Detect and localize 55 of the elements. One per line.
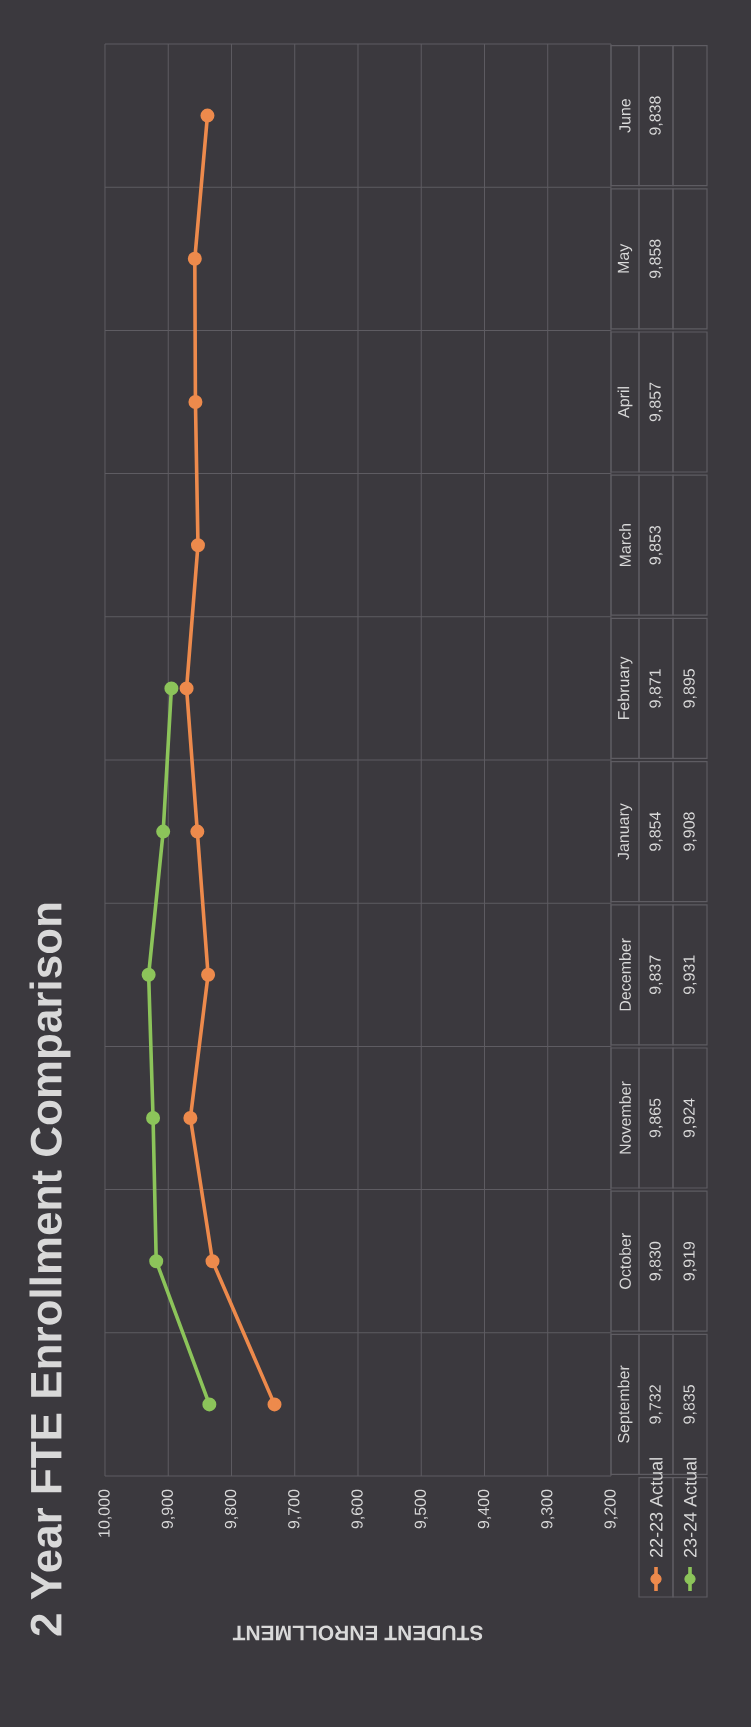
data-label: 9,838 (649, 96, 663, 135)
y-tick-label: January (617, 803, 633, 860)
point (156, 824, 171, 839)
data-label: 9,931 (683, 955, 697, 995)
y-tick-label: December (619, 938, 631, 1011)
data-label: 9,854 (649, 812, 663, 851)
data-label: 9,858 (649, 239, 663, 279)
data-label: 9,732 (649, 1385, 663, 1424)
point (183, 1110, 198, 1125)
y-tick-label: May (617, 243, 633, 273)
x-tick-label: 9,900 (161, 1489, 175, 1529)
point (146, 1110, 161, 1125)
text: 23-24 Actual (683, 1458, 697, 1558)
data-label: 9,871 (649, 669, 663, 708)
y-tick-label: June (619, 98, 631, 133)
data-label: 9,895 (683, 669, 697, 708)
point (205, 1254, 220, 1269)
text: 22-23 Actual (649, 1458, 663, 1558)
x-tick-label: 9,800 (224, 1489, 239, 1529)
point (188, 394, 203, 409)
data-label: 9,919 (683, 1241, 697, 1281)
x-tick-label: 9,500 (414, 1489, 428, 1529)
x-tick-label: 9,300 (541, 1489, 555, 1529)
y-tick-label: March (619, 523, 631, 567)
point (190, 538, 205, 553)
data-label: 9,835 (683, 1385, 697, 1424)
y-tick-label: October (619, 1233, 631, 1289)
x-tick-label: 9,400 (477, 1489, 492, 1529)
point (267, 1397, 282, 1412)
y-tick-label: April (617, 387, 633, 418)
x-tick-label: 9,700 (288, 1489, 302, 1529)
y-tick-label: February (617, 656, 633, 720)
x-axis-title: STUDENT ENROLLMENT (232, 1625, 483, 1641)
y-tick-label: September (617, 1365, 633, 1443)
point (201, 967, 216, 982)
x-tick-label: 9,600 (351, 1489, 365, 1529)
point (190, 824, 205, 839)
data-label: 9,830 (649, 1241, 663, 1281)
data-label: 9,865 (649, 1098, 663, 1138)
point (179, 681, 194, 696)
text: 2 Year FTE Enrollment Comparison (29, 903, 71, 1636)
point (149, 1254, 164, 1269)
point (202, 1397, 217, 1412)
data-label: 9,924 (683, 1098, 697, 1138)
data-label: 9,908 (683, 812, 697, 851)
y-tick-label: November (619, 1081, 631, 1154)
data-label: 9,837 (649, 955, 663, 995)
x-tick-label: 10,000 (98, 1489, 112, 1537)
point (164, 681, 179, 696)
point (200, 108, 215, 123)
data-label: 9,857 (649, 382, 663, 422)
data-label: 9,853 (649, 525, 663, 565)
point (141, 967, 156, 982)
x-tick-label: 9,200 (604, 1489, 618, 1529)
point (187, 251, 202, 266)
